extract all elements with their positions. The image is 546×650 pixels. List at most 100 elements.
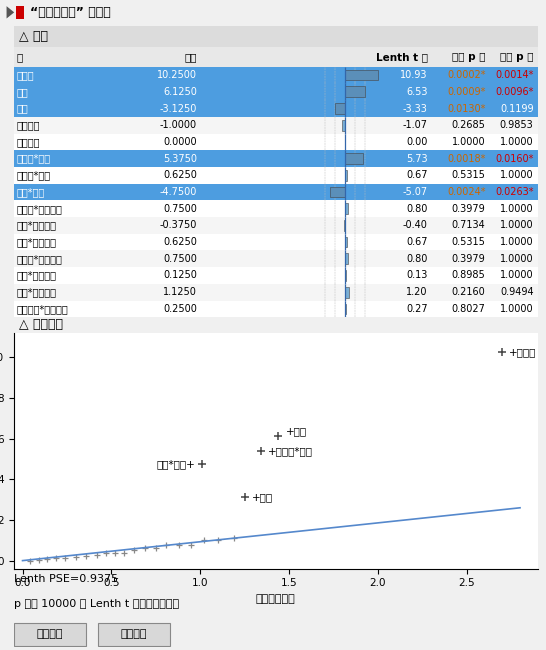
Bar: [14, 217, 538, 234]
Bar: [14, 133, 538, 150]
Text: 1.0000: 1.0000: [500, 254, 533, 264]
Text: 1.20: 1.20: [406, 287, 428, 297]
Bar: [14, 284, 538, 300]
Text: 0.0014*: 0.0014*: [495, 70, 533, 80]
Text: 0.9853: 0.9853: [500, 120, 533, 130]
Text: 1.0000: 1.0000: [500, 237, 533, 247]
Text: 进料速度: 进料速度: [16, 120, 40, 130]
Text: 1.0000: 1.0000: [500, 203, 533, 214]
Text: 1.0000: 1.0000: [500, 270, 533, 280]
Bar: [345, 287, 349, 298]
Text: 0.8985: 0.8985: [452, 270, 485, 280]
Text: 0.00: 0.00: [406, 137, 428, 147]
Text: 0.9494: 0.9494: [500, 287, 533, 297]
Text: 温度*浓度+: 温度*浓度+: [156, 459, 195, 469]
Bar: [14, 47, 538, 67]
Text: 却化剂*浓度: 却化剂*浓度: [16, 170, 50, 180]
Text: Lenth t 比: Lenth t 比: [376, 52, 428, 62]
Text: 0.67: 0.67: [406, 170, 428, 180]
Text: 1.0000: 1.0000: [500, 304, 533, 314]
Text: 却化剂*进料速度: 却化剂*进料速度: [16, 203, 62, 214]
Bar: [14, 250, 538, 267]
Text: p 値从 10000 个 Lenth t 比的模拟导出。: p 値从 10000 个 Lenth t 比的模拟导出。: [14, 599, 179, 609]
Bar: [345, 153, 363, 164]
Text: 0.7500: 0.7500: [163, 254, 197, 264]
Bar: [345, 304, 346, 314]
Text: △ 对比: △ 对比: [19, 30, 48, 43]
Text: 0.2685: 0.2685: [452, 120, 485, 130]
Text: 0.7500: 0.7500: [163, 203, 197, 214]
Text: 1.0000: 1.0000: [452, 137, 485, 147]
Text: 0.0263*: 0.0263*: [495, 187, 533, 197]
Bar: [14, 267, 538, 284]
Text: 0.0160*: 0.0160*: [495, 153, 533, 164]
Text: 0.0009*: 0.0009*: [447, 87, 485, 97]
Text: 个体 p 值: 个体 p 值: [452, 52, 485, 62]
Bar: [345, 203, 348, 214]
Text: 0.1250: 0.1250: [163, 270, 197, 280]
Text: 6.1250: 6.1250: [163, 87, 197, 97]
Text: 0.6250: 0.6250: [163, 170, 197, 180]
Text: 0.5315: 0.5315: [452, 237, 485, 247]
Bar: [14, 100, 538, 117]
Text: 6.53: 6.53: [406, 87, 428, 97]
Bar: [98, 623, 170, 646]
Bar: [14, 26, 538, 47]
Bar: [345, 237, 347, 248]
Text: “反应百分比” 的筛选: “反应百分比” 的筛选: [30, 6, 111, 19]
Text: 10.93: 10.93: [400, 70, 428, 80]
Text: △ 半正态图: △ 半正态图: [19, 318, 63, 332]
Text: 浓度*进料速度: 浓度*进料速度: [16, 237, 56, 247]
Bar: [335, 103, 345, 114]
Text: 浓度*搅拌速度: 浓度*搅拌速度: [16, 287, 56, 297]
Text: 联合 p 值: 联合 p 值: [500, 52, 533, 62]
Bar: [14, 167, 538, 184]
Text: 0.0130*: 0.0130*: [447, 103, 485, 114]
Text: 1.0000: 1.0000: [500, 220, 533, 230]
Text: 5.73: 5.73: [406, 153, 428, 164]
Text: 0.0002*: 0.0002*: [447, 70, 485, 80]
Text: 0.3979: 0.3979: [452, 203, 485, 214]
Text: -3.1250: -3.1250: [160, 103, 197, 114]
Bar: [14, 623, 86, 646]
Text: Lenth PSE=0.9375: Lenth PSE=0.9375: [14, 575, 118, 584]
Text: 0.5315: 0.5315: [452, 170, 485, 180]
Text: 0.80: 0.80: [406, 203, 428, 214]
Text: 0.1199: 0.1199: [500, 103, 533, 114]
Text: -5.07: -5.07: [402, 187, 428, 197]
Text: 0.13: 0.13: [406, 270, 428, 280]
Bar: [16, 6, 24, 19]
Polygon shape: [7, 6, 14, 19]
Bar: [342, 120, 345, 131]
Text: 温度: 温度: [16, 87, 28, 97]
Bar: [345, 170, 347, 181]
Text: 运行模型: 运行模型: [121, 629, 147, 639]
Text: 浓度: 浓度: [16, 103, 28, 114]
Bar: [14, 83, 538, 100]
Text: 5.3750: 5.3750: [163, 153, 197, 164]
Bar: [14, 184, 538, 200]
Text: 1.0000: 1.0000: [500, 170, 533, 180]
Text: +温度: +温度: [286, 426, 307, 436]
Text: 0.2160: 0.2160: [452, 287, 485, 297]
Text: 温度*搅拌速度: 温度*搅拌速度: [16, 270, 56, 280]
Text: 构建模型: 构建模型: [37, 629, 63, 639]
Text: 1.0000: 1.0000: [500, 137, 533, 147]
Text: 0.6250: 0.6250: [163, 237, 197, 247]
Bar: [345, 86, 365, 97]
Text: -4.7500: -4.7500: [160, 187, 197, 197]
Bar: [344, 220, 345, 231]
Text: -0.3750: -0.3750: [160, 220, 197, 230]
Bar: [14, 234, 538, 250]
Text: 10.2500: 10.2500: [157, 70, 197, 80]
Text: 1.1250: 1.1250: [163, 287, 197, 297]
Bar: [14, 67, 538, 83]
Text: 却化剂*温度: 却化剂*温度: [16, 153, 50, 164]
X-axis label: 半正态分位数: 半正态分位数: [256, 594, 295, 604]
Text: 温度*浓度: 温度*浓度: [16, 187, 45, 197]
Text: 进料速度*搅拌速度: 进料速度*搅拌速度: [16, 304, 68, 314]
Bar: [14, 200, 538, 217]
Text: 0.0000: 0.0000: [163, 137, 197, 147]
Text: 0.0018*: 0.0018*: [447, 153, 485, 164]
Text: 0.80: 0.80: [406, 254, 428, 264]
